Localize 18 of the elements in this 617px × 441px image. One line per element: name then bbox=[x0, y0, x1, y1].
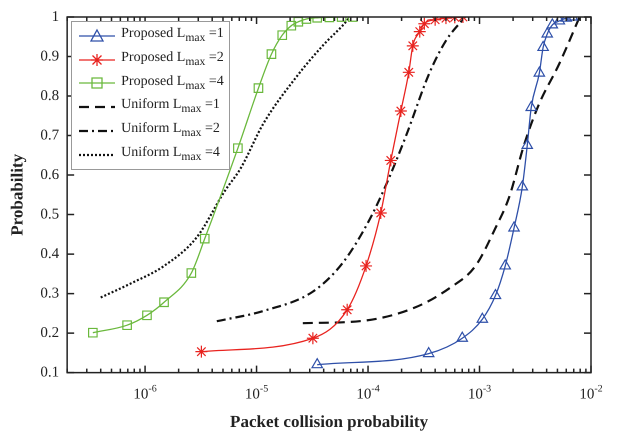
legend-label: Uniform L$_{max}$ =1 bbox=[121, 96, 220, 118]
y-tick-label: 0.5 bbox=[40, 206, 60, 222]
y-tick-label: 0.8 bbox=[40, 88, 60, 104]
x-axis-title: Packet collision probability bbox=[230, 412, 429, 432]
legend-label: Proposed L$_{max}$ =2 bbox=[121, 48, 224, 70]
y-tick-label: 0.6 bbox=[40, 166, 60, 183]
y-tick-label: 0.9 bbox=[40, 48, 60, 64]
legend-label: Uniform L$_{max}$ =4 bbox=[121, 144, 220, 165]
y-tick-label: 0.7 bbox=[40, 127, 60, 144]
y-tick-label: 0.1 bbox=[40, 364, 60, 381]
y-tick-label: 0.4 bbox=[40, 246, 60, 262]
legend-label: Proposed L$_{max}$ =1 bbox=[121, 25, 224, 46]
legend-label: Proposed L$_{max}$ =4 bbox=[121, 72, 224, 94]
y-tick-label: 0.3 bbox=[40, 286, 60, 302]
y-tick-label: 1 bbox=[52, 8, 60, 25]
y-tick-label: 0.2 bbox=[40, 325, 60, 342]
legend-label: Uniform L$_{max}$ =2 bbox=[121, 120, 220, 141]
y-axis-title: Probability bbox=[8, 153, 27, 236]
